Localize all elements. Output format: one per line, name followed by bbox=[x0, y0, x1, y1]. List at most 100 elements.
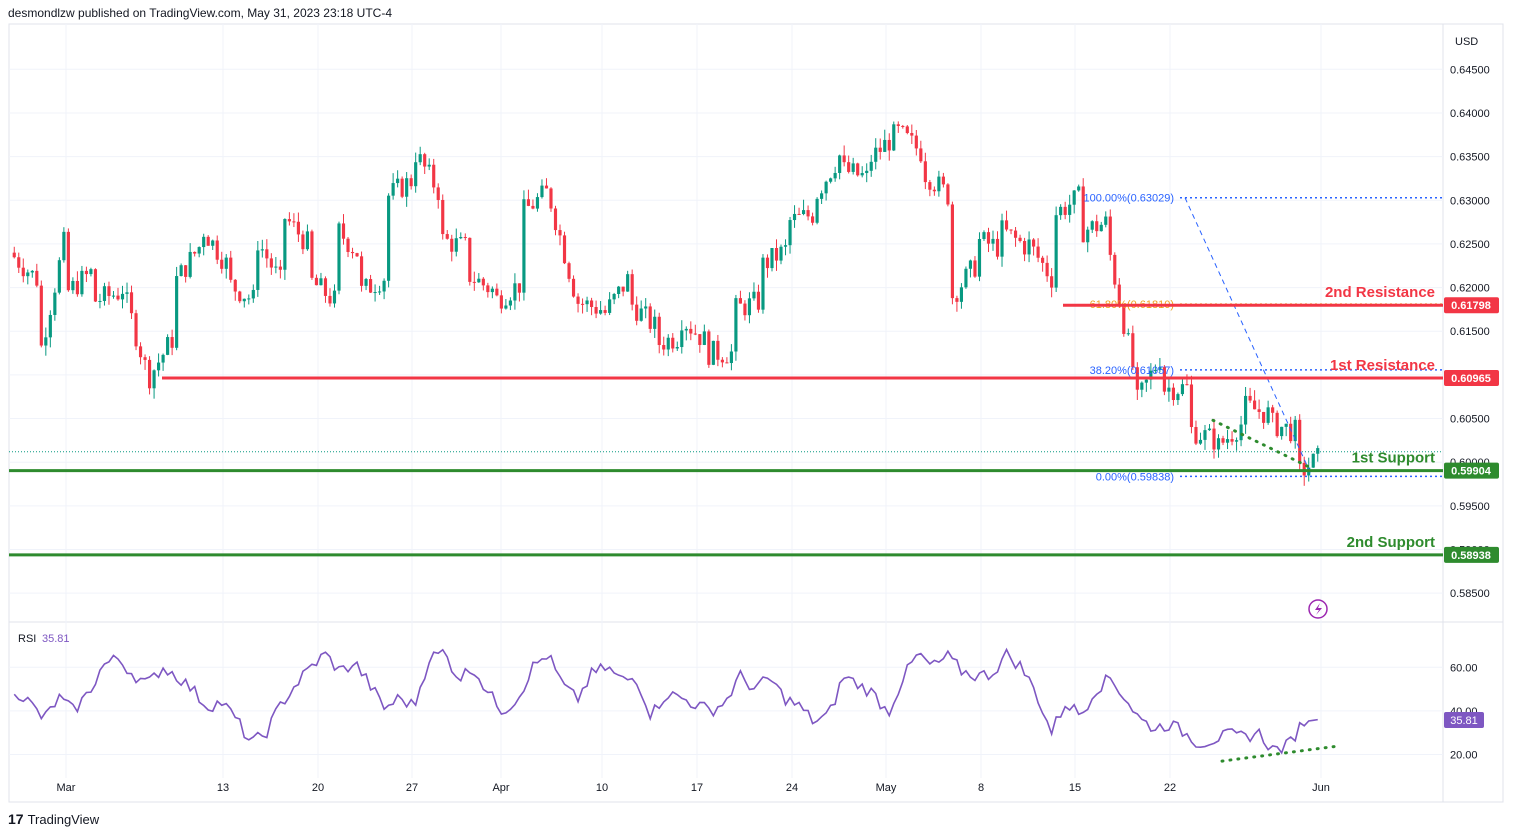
candle-body bbox=[774, 248, 779, 261]
rsi-value-tag-label: 35.81 bbox=[1450, 715, 1478, 727]
candle-body bbox=[1262, 411, 1266, 423]
candle-body bbox=[662, 345, 666, 350]
candle-body bbox=[1280, 426, 1284, 437]
candle-body bbox=[278, 266, 282, 270]
candle-body bbox=[256, 250, 260, 290]
price-divergence-line bbox=[1211, 418, 1312, 469]
candle-body bbox=[535, 197, 540, 209]
candle-body bbox=[1284, 423, 1288, 427]
candle-body bbox=[919, 148, 923, 162]
candle-body bbox=[459, 237, 463, 239]
candle-body bbox=[1194, 427, 1198, 444]
chart-frame bbox=[8, 23, 1504, 803]
price-tag-label: 0.59904 bbox=[1451, 466, 1492, 478]
candle-body bbox=[590, 300, 594, 308]
price-tick-label: 0.62500 bbox=[1450, 239, 1490, 251]
candle-body bbox=[1140, 382, 1144, 390]
brand-name: TradingView bbox=[27, 811, 100, 827]
candle-body bbox=[157, 362, 161, 371]
candle-body bbox=[215, 240, 219, 260]
candle-body bbox=[391, 183, 395, 196]
candle-body bbox=[274, 266, 278, 268]
candle-body bbox=[66, 231, 70, 291]
candle-body bbox=[57, 260, 61, 293]
candle-body bbox=[12, 252, 16, 258]
candle-body bbox=[21, 267, 25, 277]
candle-body bbox=[531, 205, 535, 209]
candle-body bbox=[441, 199, 445, 235]
candle-body bbox=[197, 247, 201, 254]
candle-body bbox=[738, 298, 742, 304]
candle-body bbox=[17, 257, 21, 268]
candle-body bbox=[684, 328, 688, 331]
candle-body bbox=[175, 276, 179, 348]
candle-body bbox=[224, 257, 228, 269]
candle-body bbox=[193, 251, 197, 254]
candle-body bbox=[1036, 246, 1040, 258]
candle-body bbox=[1189, 384, 1194, 428]
price-tag-label: 0.61798 bbox=[1451, 300, 1491, 312]
candle-body bbox=[1271, 407, 1275, 413]
candle-body bbox=[1244, 395, 1248, 425]
publisher-header: desmondlzw published on TradingView.com,… bbox=[8, 6, 392, 20]
time-tick-label: Apr bbox=[492, 782, 509, 794]
candle-body bbox=[1144, 379, 1148, 383]
price-tick-label: 0.61500 bbox=[1450, 326, 1490, 338]
candle-body bbox=[296, 221, 300, 235]
candle-body bbox=[833, 172, 837, 179]
candle-body bbox=[378, 291, 382, 293]
price-tag-label: 0.58938 bbox=[1451, 550, 1491, 562]
candle-body bbox=[1167, 387, 1171, 392]
candle-body bbox=[341, 223, 346, 239]
time-tick-label: 8 bbox=[978, 782, 984, 794]
candle-body bbox=[964, 268, 968, 288]
candle-body bbox=[202, 236, 206, 248]
fib-label: 38.20%(0.61057) bbox=[1090, 365, 1174, 377]
candle-body bbox=[170, 337, 174, 348]
candle-body bbox=[332, 290, 337, 304]
candle-body bbox=[1203, 430, 1207, 440]
time-tick-label: 20 bbox=[312, 782, 324, 794]
candle-body bbox=[725, 362, 729, 364]
candle-body bbox=[544, 185, 549, 189]
candle-body bbox=[1289, 423, 1293, 442]
candle-body bbox=[1090, 221, 1094, 230]
candle-body bbox=[842, 155, 846, 163]
candle-body bbox=[310, 231, 314, 278]
candle-body bbox=[490, 288, 494, 293]
candle-body bbox=[125, 292, 129, 294]
candle-body bbox=[720, 359, 724, 363]
rsi-value: 35.81 bbox=[42, 633, 70, 645]
candle-body bbox=[373, 292, 377, 294]
candle-body bbox=[937, 176, 941, 192]
candle-body bbox=[941, 176, 945, 185]
candle-body bbox=[292, 221, 296, 223]
candle-body bbox=[1027, 239, 1031, 255]
candle-body bbox=[319, 278, 323, 286]
candle-body bbox=[337, 223, 341, 291]
candle-body bbox=[89, 269, 93, 275]
candle-body bbox=[1180, 384, 1185, 395]
candle-body bbox=[418, 154, 422, 163]
candle-body bbox=[242, 298, 246, 302]
overlays: 100.00%(0.63029)61.80%(0.61810)38.20%(0.… bbox=[9, 193, 1499, 563]
grid-lines bbox=[9, 24, 1443, 778]
tradingview-logo-icon: 17 bbox=[8, 811, 24, 827]
candle-body bbox=[991, 238, 995, 244]
candle-body bbox=[567, 263, 571, 279]
candle-body bbox=[1239, 424, 1243, 441]
candle-body bbox=[71, 280, 75, 291]
candle-body bbox=[161, 354, 165, 363]
candle-body bbox=[995, 238, 1000, 257]
time-tick-label: 17 bbox=[691, 782, 703, 794]
candle-body bbox=[1253, 400, 1257, 410]
candle-body bbox=[400, 178, 404, 197]
candle-body bbox=[1077, 186, 1081, 191]
fib-label: 100.00%(0.63029) bbox=[1083, 193, 1174, 205]
candle-body bbox=[382, 280, 386, 292]
candle-body bbox=[1009, 229, 1013, 231]
candle-body bbox=[702, 331, 706, 345]
candle-body bbox=[1081, 186, 1085, 243]
lightning-icon[interactable] bbox=[1308, 599, 1328, 619]
